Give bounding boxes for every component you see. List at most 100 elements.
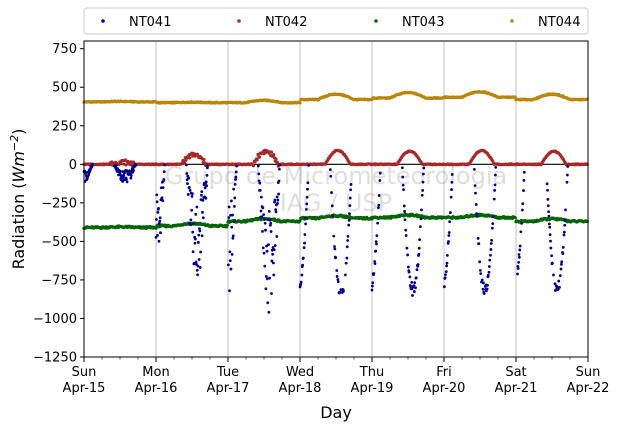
point-nt041 bbox=[129, 176, 133, 180]
point-nt041 bbox=[475, 212, 479, 216]
point-nt041 bbox=[516, 264, 520, 268]
point-nt041 bbox=[233, 182, 237, 186]
point-nt041 bbox=[404, 228, 408, 232]
point-nt041 bbox=[406, 253, 410, 257]
point-nt041 bbox=[205, 184, 209, 188]
point-nt041 bbox=[410, 281, 414, 284]
point-nt041 bbox=[548, 233, 552, 237]
point-nt041 bbox=[475, 215, 479, 218]
legend-label-nt043: NT043 bbox=[402, 15, 444, 30]
point-nt041 bbox=[558, 274, 562, 278]
x-tick-date: Apr-22 bbox=[567, 381, 610, 396]
point-nt041 bbox=[201, 216, 205, 220]
point-nt041 bbox=[474, 191, 477, 195]
point-nt041 bbox=[521, 202, 525, 206]
point-nt041 bbox=[305, 195, 309, 199]
point-nt041 bbox=[198, 227, 201, 231]
point-nt041 bbox=[422, 166, 426, 170]
point-nt041 bbox=[486, 273, 490, 277]
point-nt041 bbox=[418, 238, 422, 242]
point-nt041 bbox=[474, 203, 478, 206]
point-nt041 bbox=[162, 178, 166, 181]
point-nt041 bbox=[269, 221, 273, 225]
point-nt041 bbox=[405, 246, 409, 250]
point-nt041 bbox=[232, 205, 236, 208]
point-nt041 bbox=[258, 181, 262, 185]
point-nt041 bbox=[271, 246, 275, 249]
point-nt041 bbox=[265, 249, 269, 253]
point-nt041 bbox=[330, 191, 333, 194]
point-nt041 bbox=[417, 246, 421, 250]
point-nt041 bbox=[114, 164, 118, 167]
point-nt041 bbox=[329, 174, 333, 178]
point-nt041 bbox=[228, 259, 232, 263]
x-tick-date: Apr-15 bbox=[63, 381, 106, 396]
point-nt041 bbox=[194, 212, 198, 216]
point-nt041 bbox=[231, 213, 234, 217]
point-nt041 bbox=[134, 163, 138, 167]
point-nt041 bbox=[520, 208, 524, 212]
x-tick-weekday: Tue bbox=[216, 365, 239, 380]
point-nt041 bbox=[335, 275, 339, 278]
point-nt042 bbox=[124, 163, 128, 167]
point-nt041 bbox=[449, 195, 453, 199]
point-nt041 bbox=[346, 239, 350, 242]
point-nt041 bbox=[156, 211, 160, 214]
point-nt041 bbox=[303, 233, 307, 236]
point-nt041 bbox=[404, 234, 408, 237]
point-nt041 bbox=[342, 289, 345, 293]
point-nt043 bbox=[298, 219, 302, 223]
point-nt041 bbox=[522, 178, 526, 182]
point-nt041 bbox=[421, 189, 425, 192]
x-tick-date: Apr-17 bbox=[207, 381, 250, 396]
point-nt041 bbox=[333, 245, 336, 248]
point-nt041 bbox=[267, 310, 271, 314]
point-nt041 bbox=[516, 272, 519, 276]
point-nt041 bbox=[161, 199, 165, 203]
point-nt041 bbox=[519, 230, 523, 234]
point-nt041 bbox=[118, 169, 122, 173]
point-nt041 bbox=[196, 241, 200, 244]
legend-marker-nt044 bbox=[510, 19, 514, 23]
point-nt041 bbox=[546, 188, 549, 192]
point-nt041 bbox=[306, 181, 310, 185]
point-nt041 bbox=[371, 281, 375, 285]
point-nt041 bbox=[275, 235, 279, 238]
point-nt041 bbox=[565, 180, 569, 184]
point-nt041 bbox=[305, 202, 309, 206]
point-nt041 bbox=[477, 242, 481, 246]
point-nt041 bbox=[154, 217, 158, 221]
point-nt041 bbox=[261, 246, 265, 250]
point-nt041 bbox=[163, 163, 167, 167]
point-nt041 bbox=[273, 244, 277, 247]
point-nt041 bbox=[227, 216, 231, 219]
point-nt041 bbox=[546, 204, 550, 208]
y-axis-label-main: Radiation ( bbox=[9, 182, 28, 269]
point-nt041 bbox=[196, 273, 200, 277]
point-nt041 bbox=[549, 239, 552, 243]
point-nt041 bbox=[270, 292, 273, 295]
point-nt041 bbox=[336, 278, 340, 281]
point-nt041 bbox=[264, 275, 268, 278]
y-axis-label-unit: Wm bbox=[9, 151, 28, 182]
point-nt041 bbox=[273, 198, 277, 202]
point-nt041 bbox=[348, 196, 352, 200]
x-tick-date: Apr-20 bbox=[423, 381, 466, 396]
point-nt041 bbox=[259, 195, 263, 199]
point-nt041 bbox=[232, 187, 236, 191]
point-nt041 bbox=[191, 250, 195, 254]
y-tick-label: −750 bbox=[41, 273, 77, 288]
point-nt041 bbox=[412, 290, 416, 293]
point-nt041 bbox=[232, 220, 236, 224]
point-nt041 bbox=[566, 165, 570, 168]
point-nt041 bbox=[262, 218, 266, 221]
point-nt041 bbox=[377, 203, 381, 207]
point-nt041 bbox=[378, 171, 382, 175]
point-nt041 bbox=[157, 206, 161, 210]
y-tick-label: 0 bbox=[69, 158, 77, 173]
point-nt041 bbox=[486, 283, 489, 287]
point-nt041 bbox=[301, 256, 305, 260]
point-nt041 bbox=[488, 258, 492, 262]
point-nt041 bbox=[336, 280, 340, 284]
point-nt041 bbox=[402, 204, 406, 208]
